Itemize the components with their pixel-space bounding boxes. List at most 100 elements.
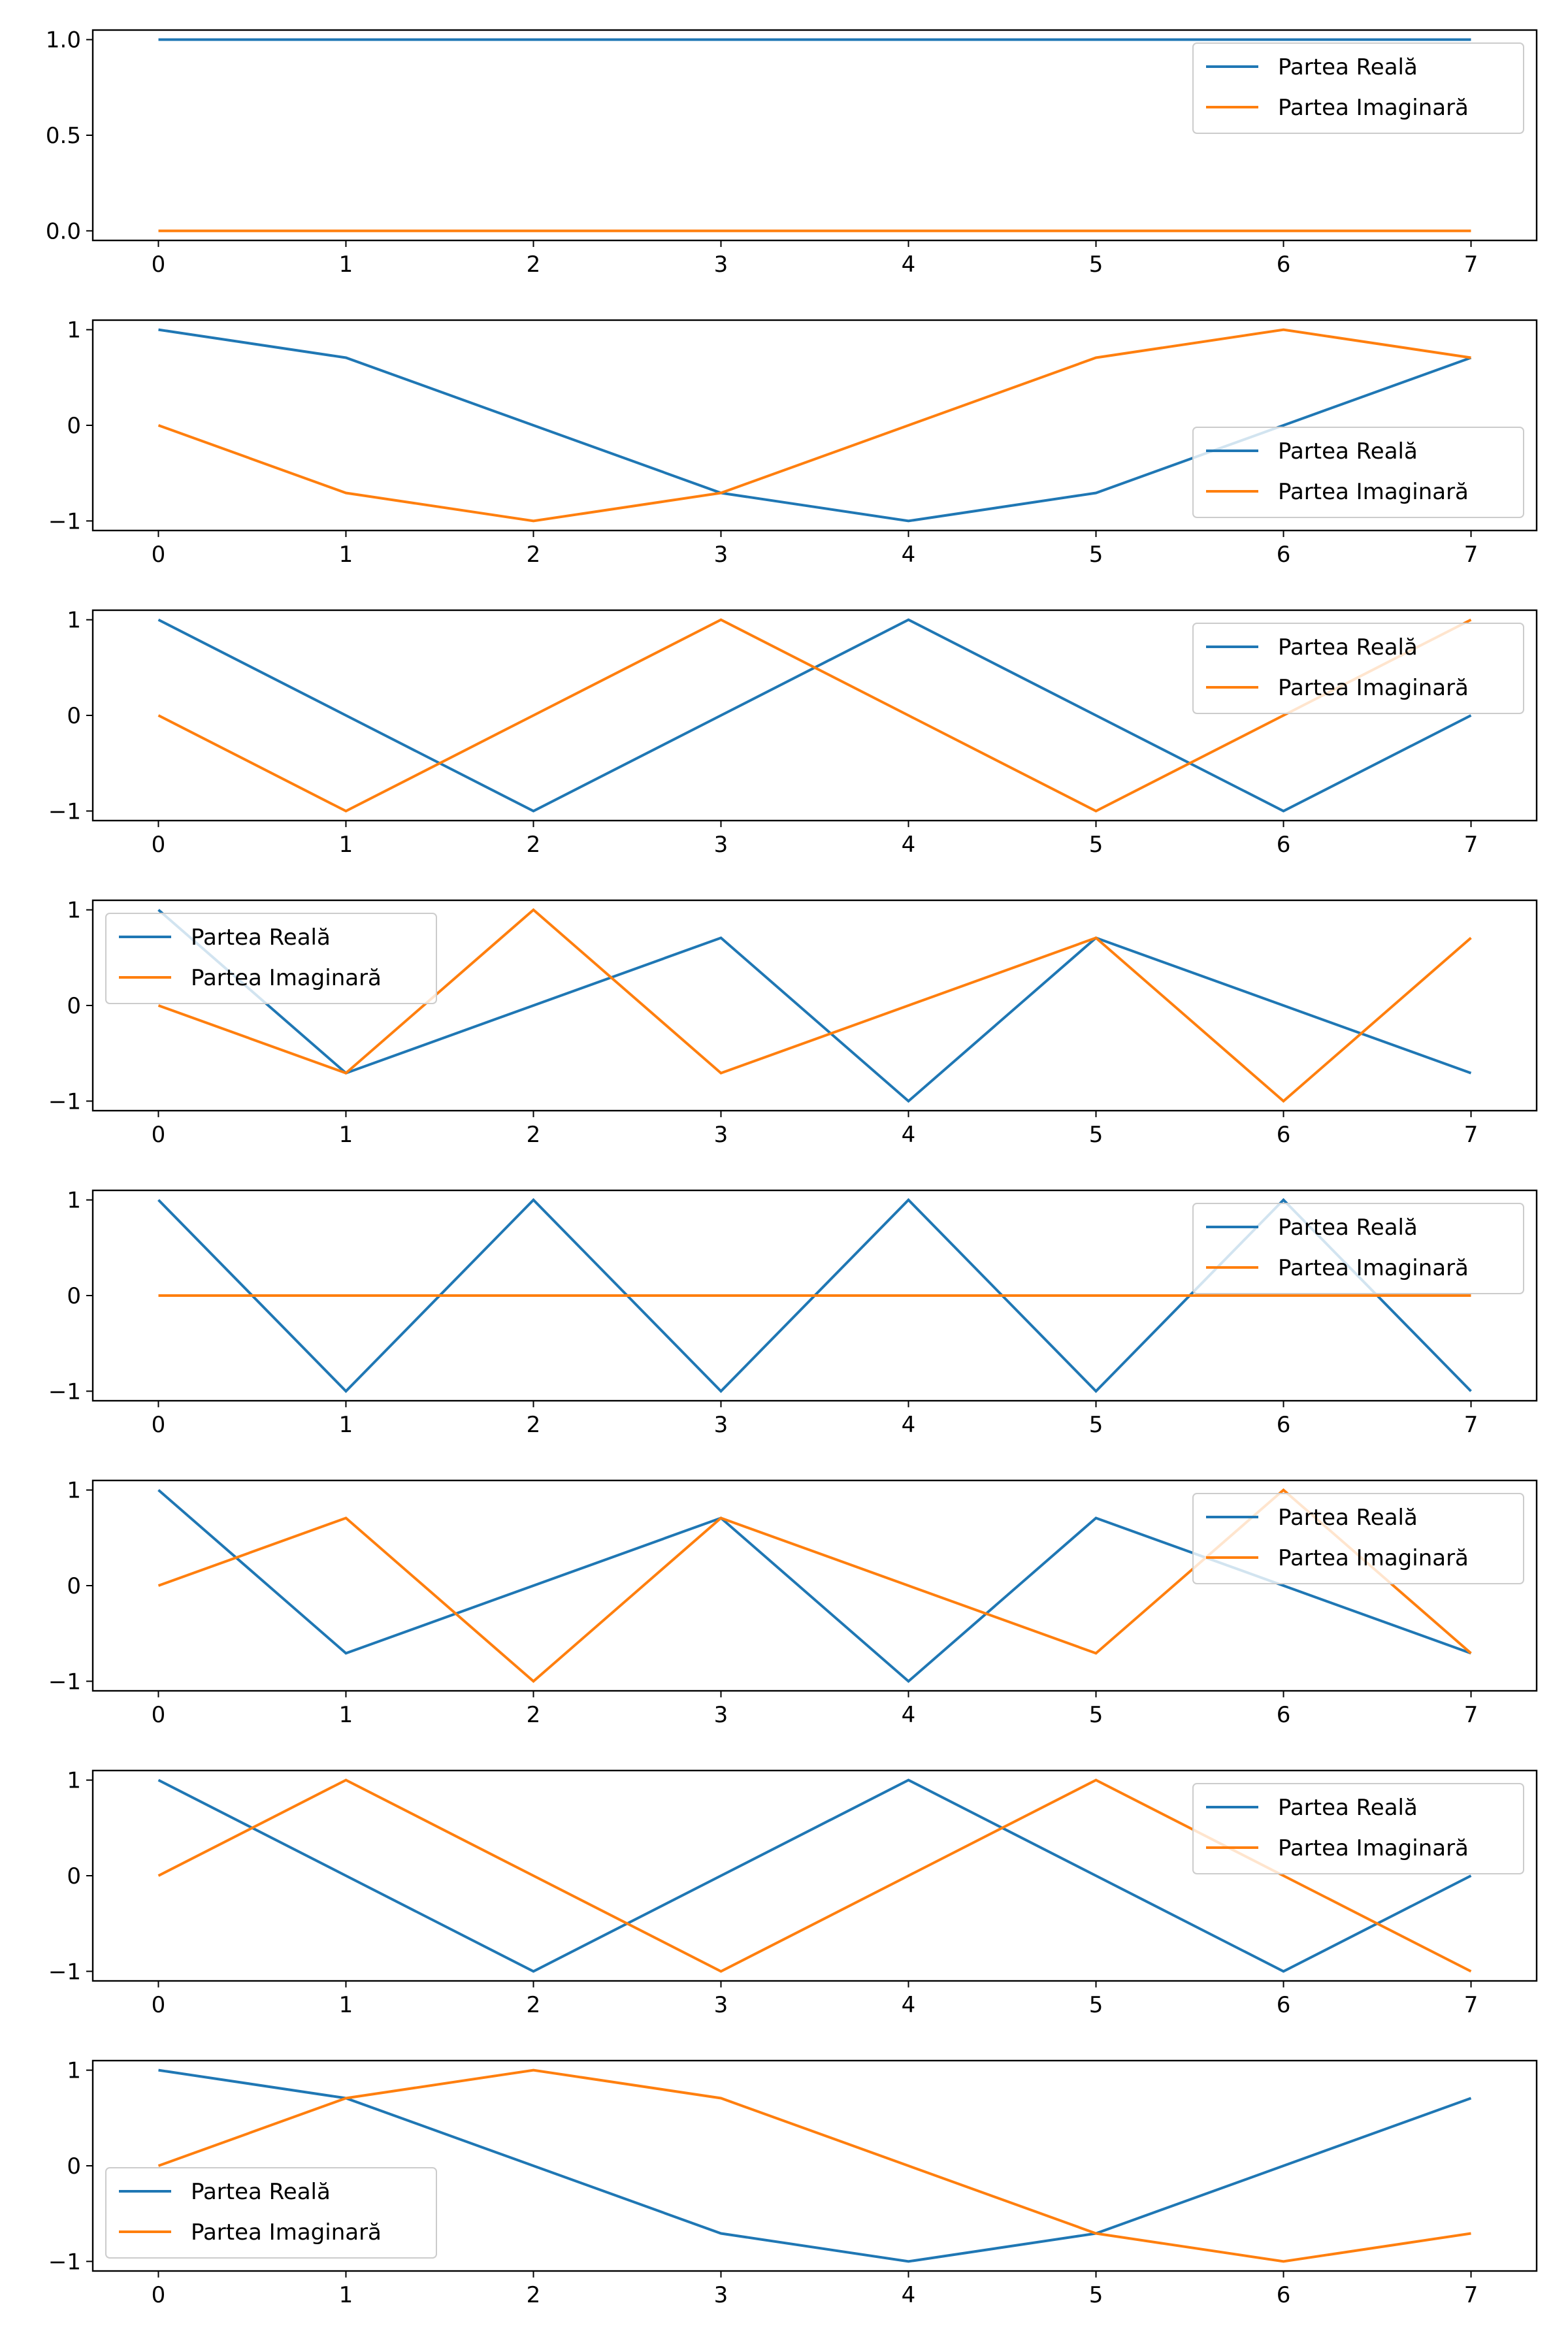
x-tick-label: 0 bbox=[152, 1992, 166, 2018]
legend: Partea Reală Partea Imaginară bbox=[105, 913, 437, 1004]
legend-box bbox=[1192, 1493, 1524, 1584]
x-tick-label: 3 bbox=[714, 1992, 728, 2018]
legend: Partea Reală Partea Imaginară bbox=[1192, 1493, 1524, 1584]
x-tick-label: 4 bbox=[902, 832, 916, 858]
x-tick-label: 5 bbox=[1089, 832, 1103, 858]
y-tick-label: −1 bbox=[48, 2249, 81, 2275]
x-tick-label: 0 bbox=[152, 832, 166, 858]
x-tick-label: 3 bbox=[714, 1412, 728, 1438]
y-tick-label: 0 bbox=[67, 1573, 81, 1599]
legend-label: Partea Reală bbox=[191, 2179, 331, 2205]
y-tick-label: −1 bbox=[48, 508, 81, 534]
x-tick-label: 5 bbox=[1089, 2282, 1103, 2308]
x-tick-label: 4 bbox=[902, 1702, 916, 1728]
x-tick-label: 1 bbox=[339, 2282, 353, 2308]
x-tick-label: 6 bbox=[1277, 832, 1291, 858]
series-line-real bbox=[157, 1778, 1472, 1973]
legend: Partea Reală Partea Imaginară bbox=[1192, 427, 1524, 518]
legend-label: Partea Reală bbox=[1278, 634, 1418, 661]
x-tick-label: 4 bbox=[902, 1122, 916, 1148]
x-tick-label: 6 bbox=[1277, 1412, 1291, 1438]
x-tick-label: 6 bbox=[1277, 2282, 1291, 2308]
subplot-8: 0 1 2 3 4 5 6 7 −1 0 1 Partea Reală Partea Imaginară bbox=[48, 2058, 1538, 2308]
x-tick-label: 5 bbox=[1089, 1412, 1103, 1438]
x-tick-label: 4 bbox=[902, 1992, 916, 2018]
x-tick-label: 2 bbox=[527, 1702, 541, 1728]
legend: Partea Reală Partea Imaginară bbox=[1192, 623, 1524, 714]
legend-label: Partea Reală bbox=[1278, 1505, 1418, 1531]
legend-label: Partea Reală bbox=[191, 924, 331, 951]
series-line-real bbox=[157, 909, 1472, 1103]
y-tick-label: 1 bbox=[67, 318, 81, 344]
legend-label: Partea Imaginară bbox=[191, 2219, 382, 2246]
x-tick-label: 3 bbox=[714, 1702, 728, 1728]
x-tick-label: 5 bbox=[1089, 542, 1103, 568]
y-tick-label: −1 bbox=[48, 1959, 81, 1985]
y-tick-label: 1 bbox=[67, 1768, 81, 1794]
y-tick-label: 1 bbox=[67, 1188, 81, 1214]
legend-box bbox=[1192, 427, 1524, 518]
legend: Partea Reală Partea Imaginară bbox=[1192, 1783, 1524, 1874]
series-line-imaginary bbox=[157, 328, 1471, 523]
legend-label: Partea Imaginară bbox=[1278, 1545, 1469, 1571]
y-tick-label: 0.5 bbox=[46, 123, 81, 149]
y-tick-label: 1 bbox=[67, 898, 81, 924]
x-tick-label: 2 bbox=[527, 832, 541, 858]
legend-label: Partea Imaginară bbox=[1278, 1835, 1469, 1861]
legend: Partea Reală Partea Imaginară bbox=[1192, 1203, 1524, 1294]
legend-label: Partea Reală bbox=[1278, 1215, 1418, 1241]
y-tick-label: −1 bbox=[48, 798, 81, 825]
legend-box bbox=[1192, 42, 1524, 134]
subplot-4: 0 1 2 3 4 5 6 7 −1 0 1 Partea Reală Partea Imaginară bbox=[48, 898, 1538, 1148]
x-tick-label: 3 bbox=[714, 252, 728, 278]
legend-box bbox=[105, 2167, 437, 2259]
x-tick-label: 6 bbox=[1277, 252, 1291, 278]
y-tick-label: 1 bbox=[67, 1478, 81, 1504]
series-line-real bbox=[158, 2068, 1472, 2263]
x-tick-label: 7 bbox=[1464, 2282, 1478, 2308]
x-tick-label: 1 bbox=[339, 832, 353, 858]
y-tick-label: 0 bbox=[67, 993, 81, 1019]
legend-label: Partea Imaginară bbox=[1278, 479, 1469, 505]
x-tick-label: 7 bbox=[1464, 1122, 1478, 1148]
x-tick-label: 7 bbox=[1464, 1702, 1478, 1728]
x-tick-label: 1 bbox=[339, 1122, 353, 1148]
legend-label: Partea Reală bbox=[1278, 438, 1418, 465]
legend-box bbox=[1192, 1783, 1524, 1874]
x-tick-label: 6 bbox=[1277, 542, 1291, 568]
x-tick-label: 0 bbox=[152, 2282, 166, 2308]
x-tick-label: 7 bbox=[1464, 1992, 1478, 2018]
y-tick-label: 0.0 bbox=[46, 218, 81, 244]
x-tick-label: 4 bbox=[902, 2282, 916, 2308]
x-tick-label: 1 bbox=[339, 1702, 353, 1728]
x-tick-label: 3 bbox=[714, 1122, 728, 1148]
legend-label: Partea Reală bbox=[1278, 1795, 1418, 1821]
x-tick-label: 4 bbox=[902, 542, 916, 568]
legend-label: Partea Imaginară bbox=[1278, 1255, 1469, 1281]
legend-label: Partea Imaginară bbox=[1278, 95, 1469, 121]
y-tick-label: 1 bbox=[67, 2058, 81, 2084]
x-tick-label: 0 bbox=[152, 252, 166, 278]
x-tick-label: 2 bbox=[527, 2282, 541, 2308]
legend-box bbox=[105, 913, 437, 1004]
y-tick-label: −1 bbox=[48, 1669, 81, 1695]
subplot-7: 0 1 2 3 4 5 6 7 −1 0 1 Partea Reală Partea Imaginară bbox=[48, 1768, 1538, 2018]
x-tick-label: 6 bbox=[1277, 1702, 1291, 1728]
legend-label: Partea Imaginară bbox=[1278, 675, 1469, 701]
x-tick-label: 1 bbox=[339, 1412, 353, 1438]
series-line-imaginary bbox=[157, 907, 1472, 1103]
subplot-1: 0 1 2 3 4 5 6 7 0.0 0.5 1.0 Partea Reală Partea Imag… bbox=[46, 27, 1538, 278]
x-tick-label: 0 bbox=[152, 542, 166, 568]
x-tick-label: 5 bbox=[1089, 1702, 1103, 1728]
legend: Partea Reală Partea Imaginară bbox=[1192, 42, 1524, 134]
x-tick-label: 0 bbox=[152, 1702, 166, 1728]
y-tick-label: 0 bbox=[67, 413, 81, 439]
x-tick-label: 5 bbox=[1089, 1122, 1103, 1148]
y-tick-label: 1 bbox=[67, 608, 81, 634]
x-tick-label: 4 bbox=[902, 252, 916, 278]
x-tick-label: 1 bbox=[339, 252, 353, 278]
x-tick-label: 2 bbox=[527, 1412, 541, 1438]
x-tick-label: 7 bbox=[1464, 1412, 1478, 1438]
series-line-imaginary bbox=[157, 618, 1472, 813]
